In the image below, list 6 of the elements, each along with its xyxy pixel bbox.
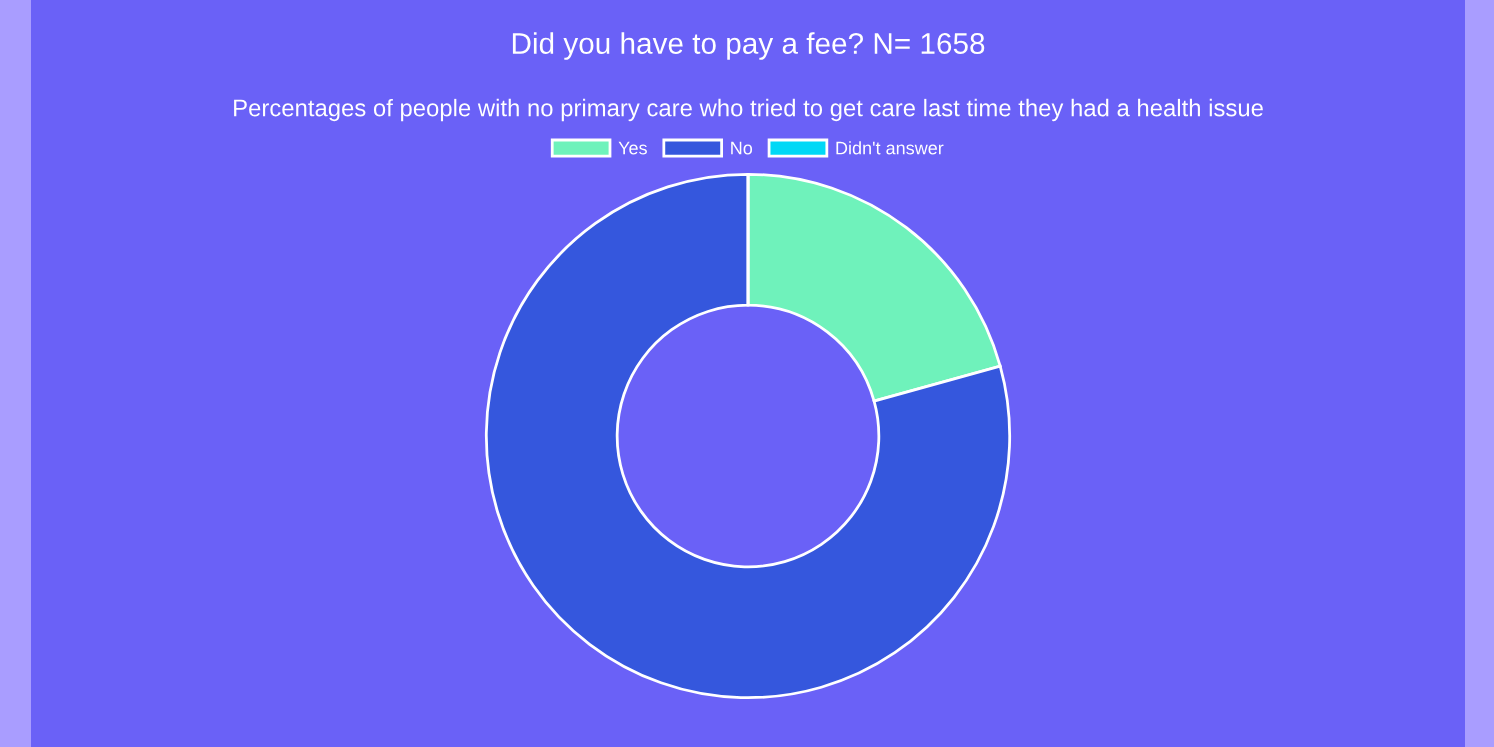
chart-title: Did you have to pay a fee? N= 1658	[512, 32, 985, 60]
legend-label: Didn't answer	[836, 141, 944, 155]
legend-label: Yes	[618, 141, 647, 155]
donut-slice	[484, 172, 1012, 700]
legend-label: No	[731, 141, 753, 155]
chart-subtitle: Percentages of people with no primary care who tried to get care last time they had a health issue	[234, 98, 1263, 122]
